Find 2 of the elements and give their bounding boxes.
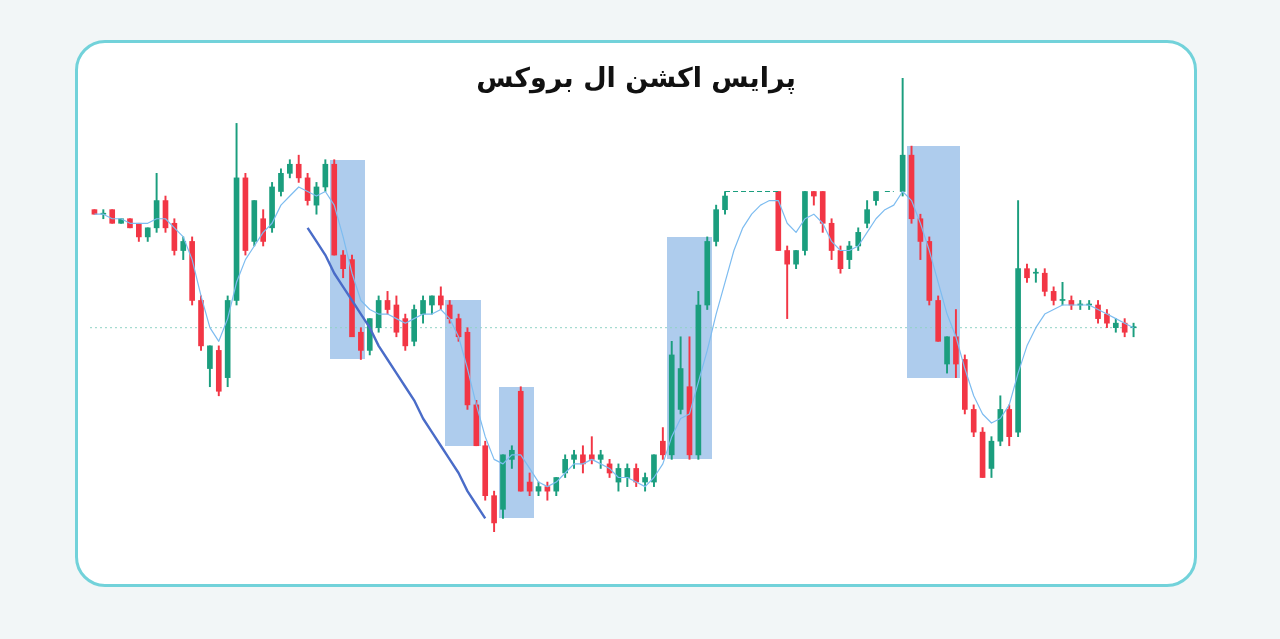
candlestick bbox=[1033, 268, 1039, 283]
chart-title: پرایس اکشن ال بروکس bbox=[475, 62, 797, 93]
